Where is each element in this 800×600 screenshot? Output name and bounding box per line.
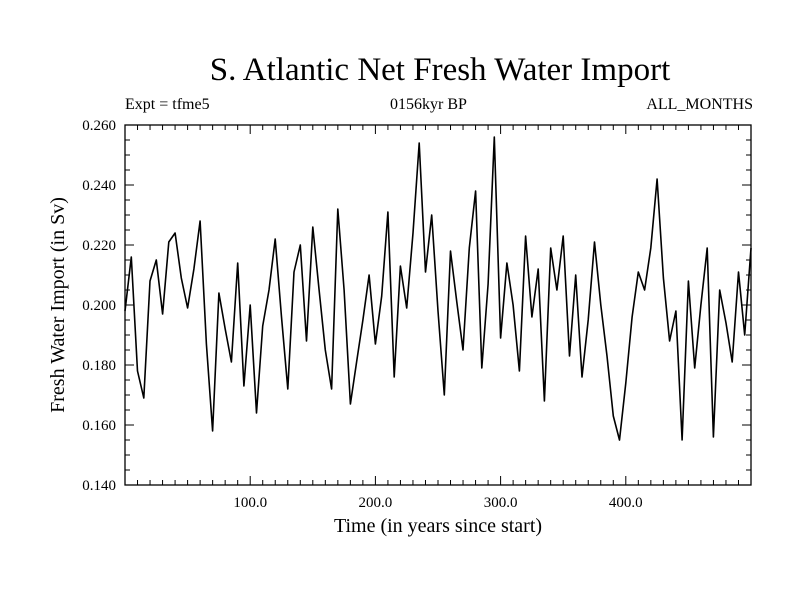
- plot-frame: [124, 124, 752, 486]
- x-tick-label: 300.0: [484, 495, 518, 511]
- months-label: ALL_MONTHS: [646, 96, 753, 113]
- chart-title: S. Atlantic Net Fresh Water Import: [209, 52, 671, 88]
- x-axis-title: Time (in years since start): [334, 515, 542, 537]
- period-label: 0156kyr BP: [390, 96, 467, 113]
- y-tick-label: 0.260: [82, 118, 116, 134]
- y-tick-label: 0.200: [82, 298, 116, 314]
- x-tick-label: 400.0: [609, 495, 643, 511]
- fresh-water-import-series: [124, 136, 752, 441]
- experiment-label: Expt = tfme5: [125, 96, 210, 113]
- y-tick-label: 0.220: [82, 238, 116, 254]
- y-tick-label: 0.140: [82, 478, 116, 494]
- y-tick-label: 0.240: [82, 178, 116, 194]
- y-tick-label: 0.180: [82, 358, 116, 374]
- x-tick-label: 200.0: [359, 495, 393, 511]
- y-tick-label: 0.160: [82, 418, 116, 434]
- x-tick-label: 100.0: [233, 495, 267, 511]
- y-axis-title: Fresh Water Import (in Sv): [47, 197, 69, 413]
